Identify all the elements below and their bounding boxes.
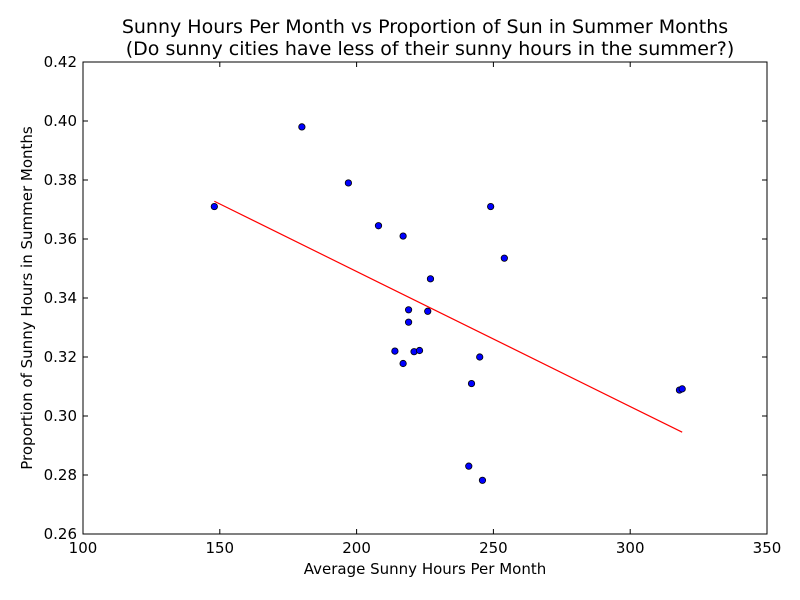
- scatter-point: [476, 353, 484, 361]
- chart-subtitle: (Do sunny cities have less of their sunn…: [126, 38, 735, 60]
- scatter-point: [404, 318, 413, 326]
- y-tick-label: 0.42: [44, 53, 77, 71]
- scatter-point: [415, 346, 424, 355]
- scatter-point: [210, 202, 218, 211]
- x-tick-label: 250: [479, 539, 508, 557]
- y-tick-label: 0.32: [44, 348, 77, 366]
- y-tick-label: 0.36: [44, 230, 77, 248]
- scatter-point: [399, 359, 407, 368]
- x-tick-label: 300: [616, 539, 645, 557]
- x-tick-label: 100: [69, 539, 98, 557]
- y-tick-label: 0.40: [44, 112, 77, 130]
- scatter-point: [344, 179, 352, 187]
- scatter-point: [467, 379, 476, 388]
- y-tick-label: 0.38: [44, 171, 77, 189]
- scatter-point: [678, 385, 686, 393]
- scatter-point: [465, 462, 473, 470]
- scatter-point: [500, 254, 508, 262]
- scatter-point: [391, 347, 399, 355]
- x-axis-label: Average Sunny Hours Per Month: [304, 560, 546, 578]
- y-tick-label: 0.34: [44, 289, 77, 307]
- x-tick-label: 350: [753, 539, 782, 557]
- plot-area: [210, 123, 686, 484]
- scatter-point: [374, 222, 383, 230]
- x-tick-label: 200: [342, 539, 371, 557]
- axes: 100 150 200 250 300 350 0.26 0.28 0.30 0.32 0.34 0.…: [44, 53, 782, 557]
- scatter-point: [404, 306, 413, 314]
- scatter-point: [478, 476, 487, 484]
- scatter-point: [426, 275, 435, 283]
- plot-frame: [82, 61, 768, 535]
- y-axis-label: Proportion of Sunny Hours in Summer Mont…: [18, 126, 36, 470]
- x-tick-label: 150: [205, 539, 234, 557]
- y-tick-label: 0.26: [44, 525, 77, 543]
- chart-title: Sunny Hours Per Month vs Proportion of S…: [122, 16, 728, 38]
- trend-line: [214, 200, 683, 433]
- y-tick-label: 0.28: [44, 466, 77, 484]
- scatter-point: [487, 202, 495, 211]
- scatter-point: [424, 307, 432, 315]
- scatter-point: [399, 232, 407, 240]
- scatter-point: [298, 123, 306, 131]
- y-tick-label: 0.30: [44, 407, 77, 425]
